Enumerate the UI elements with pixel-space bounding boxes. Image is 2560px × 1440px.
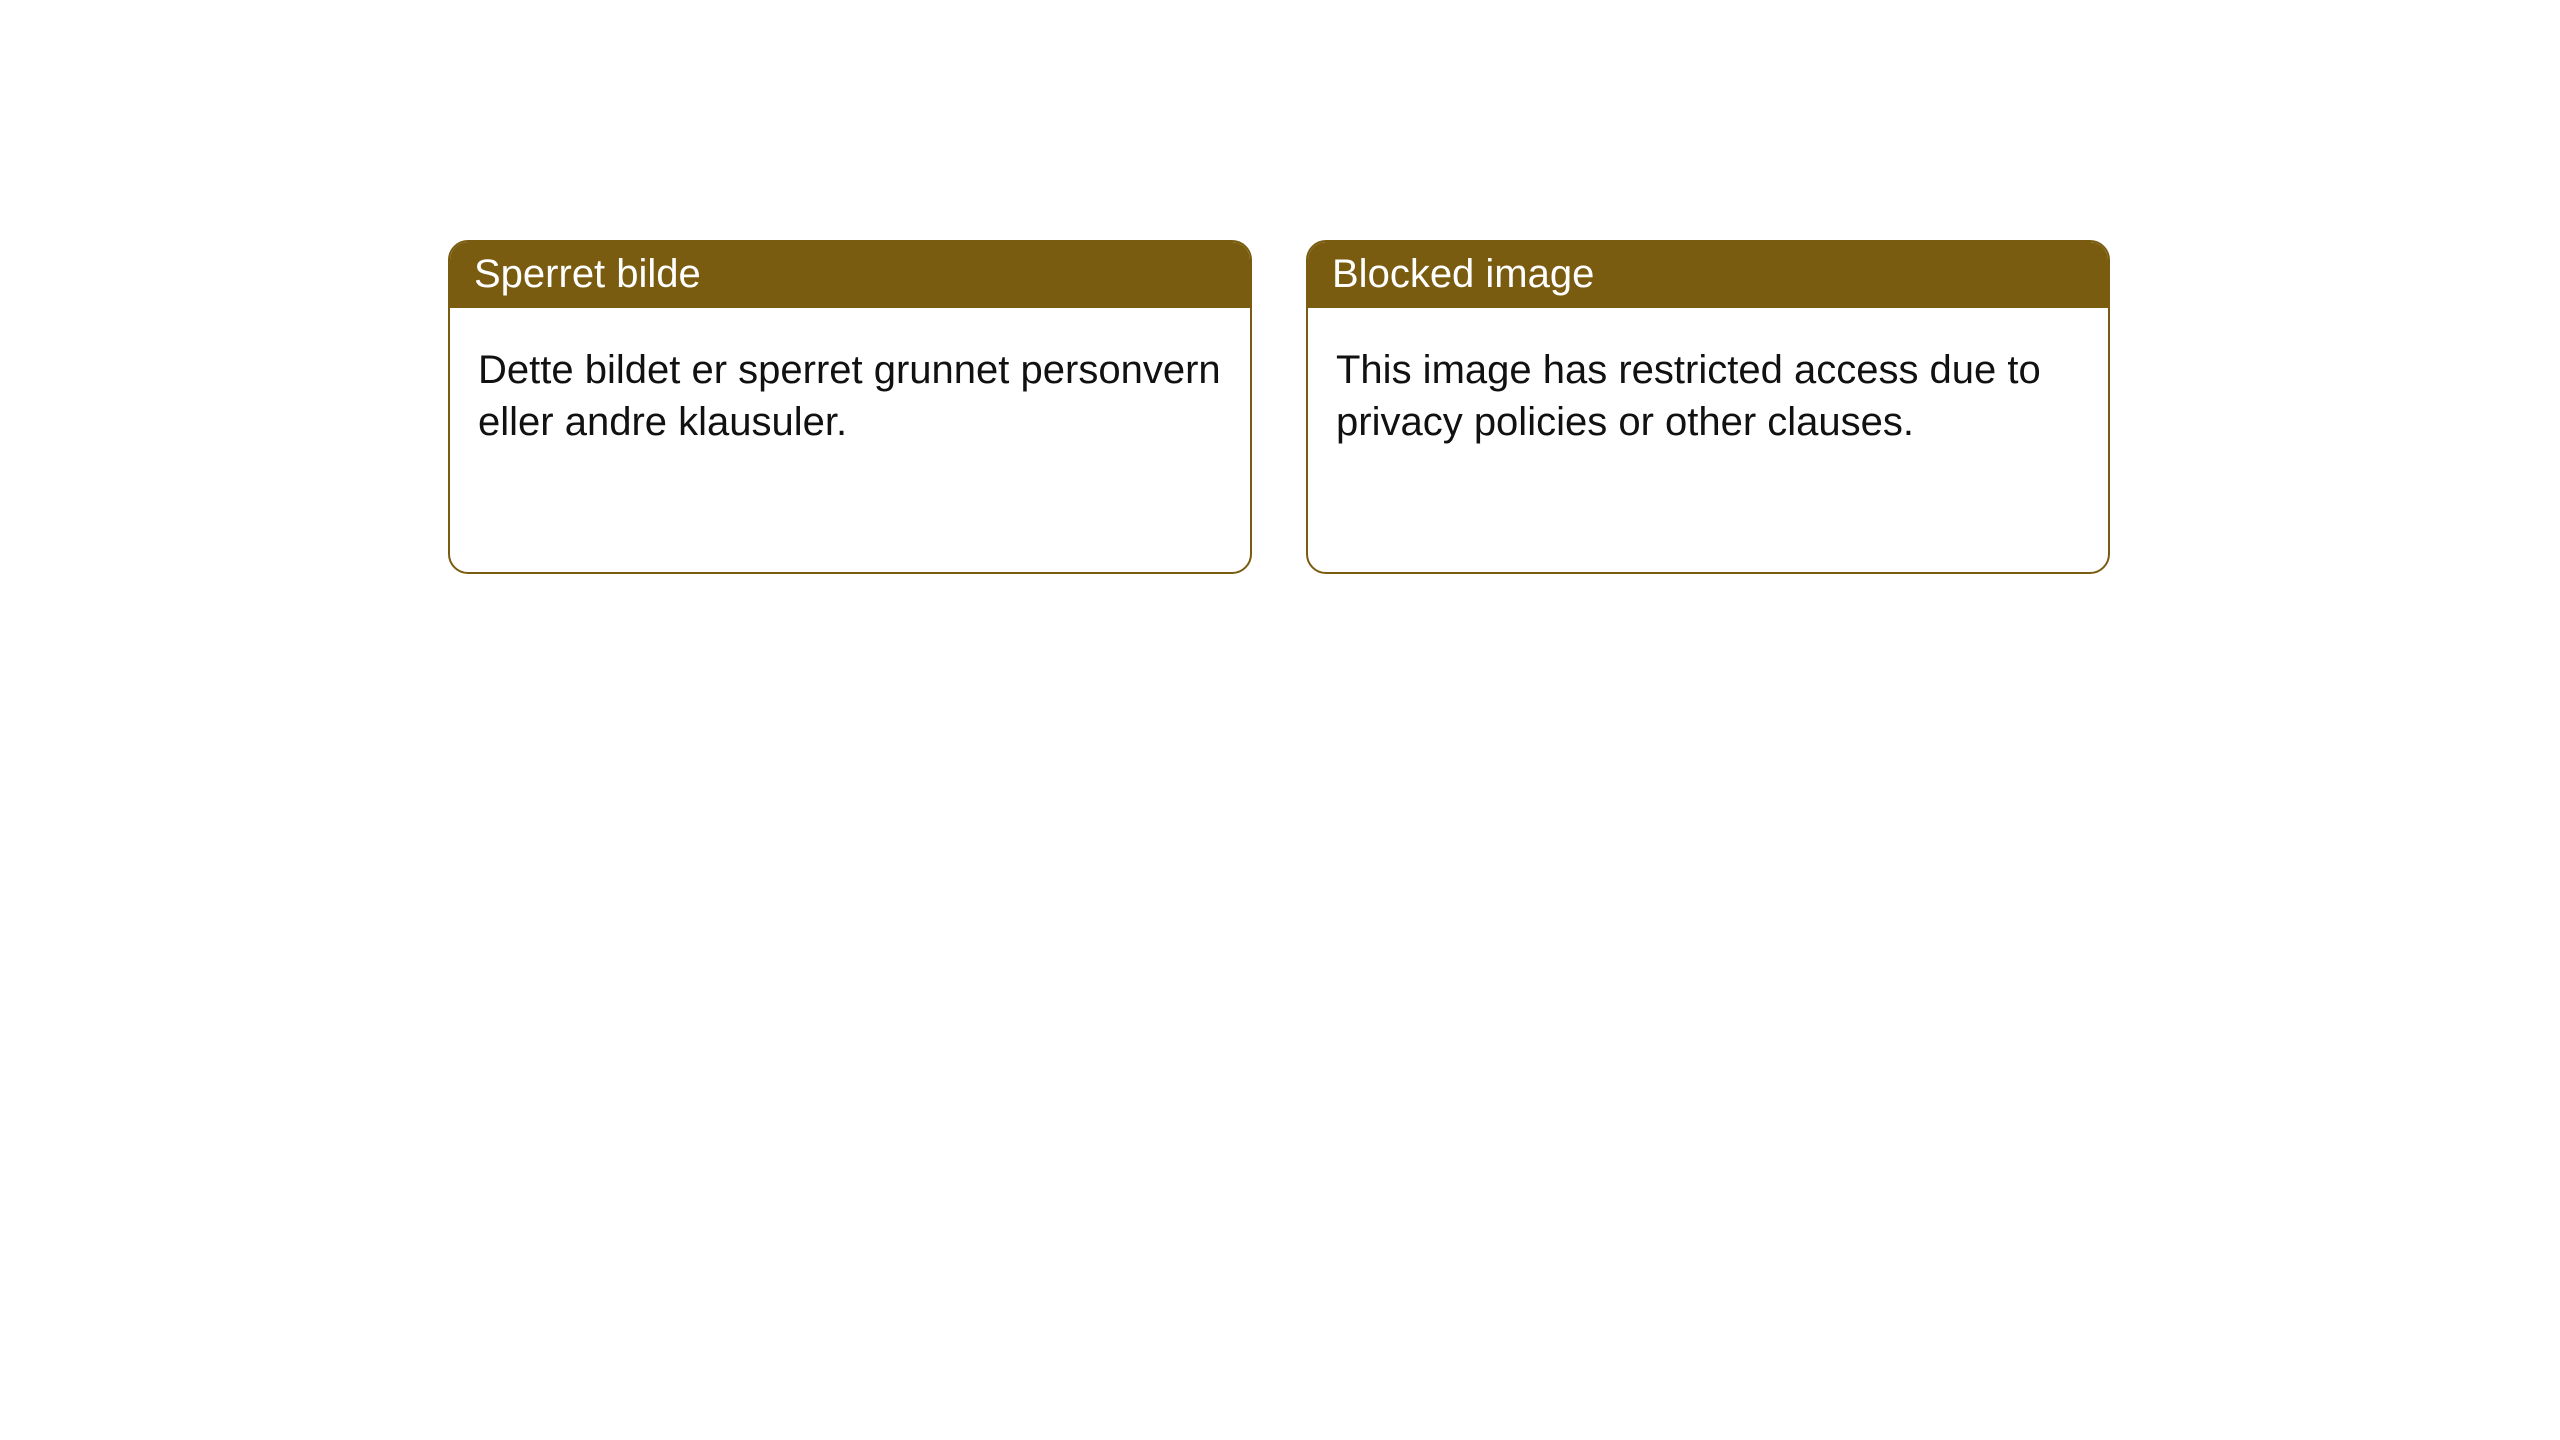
notice-container: Sperret bilde Dette bildet er sperret gr… (0, 0, 2560, 574)
card-body-en: This image has restricted access due to … (1308, 308, 2108, 476)
blocked-image-card-no: Sperret bilde Dette bildet er sperret gr… (448, 240, 1252, 574)
card-body-no: Dette bildet er sperret grunnet personve… (450, 308, 1250, 476)
card-header-en: Blocked image (1308, 242, 2108, 308)
blocked-image-card-en: Blocked image This image has restricted … (1306, 240, 2110, 574)
card-header-no: Sperret bilde (450, 242, 1250, 308)
